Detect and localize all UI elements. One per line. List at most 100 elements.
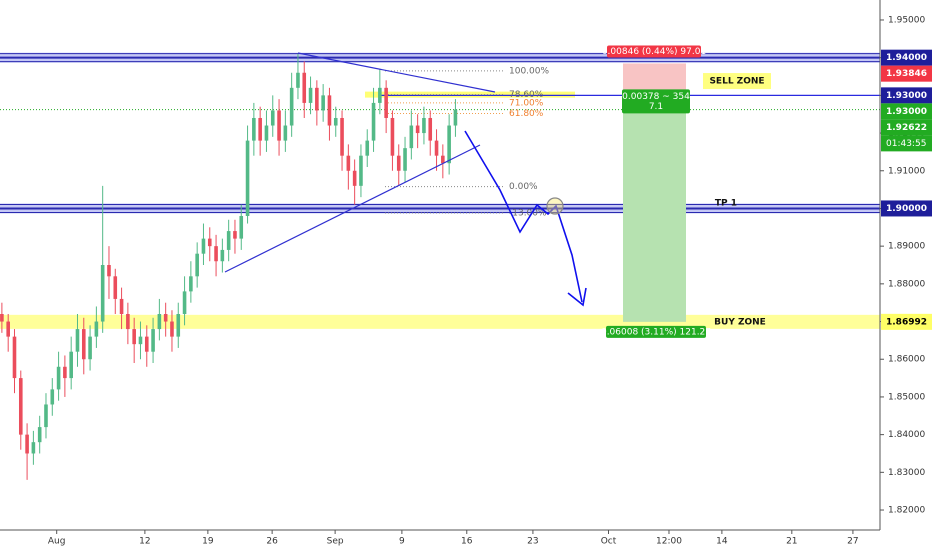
y-tick-label: 1.95000 <box>888 15 925 25</box>
projection-arrow <box>464 130 583 303</box>
y-tick-label: 1.82000 <box>888 506 925 516</box>
candle-body <box>252 117 256 141</box>
candle-body <box>50 389 55 405</box>
y-tick-label: 1.88000 <box>888 279 925 289</box>
x-tick-label: 9 <box>399 537 405 547</box>
price-label-box <box>881 103 932 120</box>
candle-body <box>100 265 105 322</box>
candle-body <box>151 329 155 352</box>
candle-body <box>239 215 244 239</box>
y-tick-label: 1.85000 <box>888 392 925 402</box>
candle-body <box>94 321 99 337</box>
y-tick-label: 1.83000 <box>888 468 925 478</box>
candle-body <box>233 231 237 239</box>
candle-body <box>107 265 111 277</box>
candle-body <box>302 72 307 103</box>
y-tick-label: 1.91000 <box>888 166 925 176</box>
x-tick-label: 26 <box>266 537 278 547</box>
candle-body <box>113 276 118 299</box>
x-tick-label: Aug <box>48 537 66 547</box>
candle-body <box>315 87 319 111</box>
x-tick-label: 14 <box>716 537 728 547</box>
candle-body <box>264 125 269 141</box>
candle-body <box>126 314 130 330</box>
candle-body <box>207 238 212 247</box>
candle-body <box>37 427 42 443</box>
y-tick-label: 1.89000 <box>888 242 925 252</box>
candle-body <box>88 336 92 360</box>
position-label-box <box>622 89 690 114</box>
x-tick-label: Oct <box>601 537 617 547</box>
sell-zone-box <box>703 73 771 90</box>
price-label: 1.93000 <box>886 91 927 101</box>
candle-body <box>119 298 124 315</box>
x-tick-label: 27 <box>847 537 858 547</box>
price-label: 1.94000 <box>886 53 927 63</box>
target-label: 0.06008 (3.11%) 121.27 <box>601 327 711 337</box>
candle-body <box>384 87 388 118</box>
y-tick-label: 1.84000 <box>888 430 925 440</box>
candle-body <box>245 140 250 216</box>
countdown: 01:43:55 <box>886 139 926 149</box>
candle-body <box>163 314 168 322</box>
price-label: 1.92622 <box>886 123 927 133</box>
candle-body <box>403 148 407 171</box>
candle-body <box>195 253 199 277</box>
arrow-head <box>567 287 587 307</box>
target-area <box>623 95 686 322</box>
candle-body <box>44 404 48 428</box>
candle-body <box>144 336 149 352</box>
candles <box>0 53 458 480</box>
fib-label: 78.60% <box>509 90 544 100</box>
candle-body <box>12 336 17 379</box>
candle-body <box>447 125 451 164</box>
price-label-box <box>881 65 932 82</box>
x-tick-label: 16 <box>461 537 473 547</box>
candle-body <box>270 110 275 126</box>
candle-body <box>365 140 370 156</box>
candle-body <box>409 125 414 149</box>
candle-body <box>182 291 187 315</box>
triangle-lower <box>224 144 481 273</box>
price-label-box <box>881 313 932 330</box>
x-tick-label: 21 <box>786 537 797 547</box>
candle-body <box>289 87 294 126</box>
touch-circle <box>546 197 564 215</box>
candle-body <box>434 140 439 156</box>
fib-label: 100.00% <box>509 66 549 76</box>
candle-body <box>138 336 143 345</box>
fib-label: -13.00% <box>509 208 547 218</box>
candle-body <box>6 321 10 337</box>
candle-body <box>308 87 313 103</box>
candle-body <box>201 238 206 254</box>
candle-body <box>333 117 338 126</box>
candle-body <box>176 314 181 337</box>
fib-label: 71.00% <box>509 98 544 108</box>
candle-body <box>390 117 395 156</box>
price-label-box <box>881 49 932 66</box>
entry-label: 0.00378 ~ 354 <box>622 92 690 102</box>
x-tick-label: 23 <box>527 537 538 547</box>
candle-body <box>422 117 426 134</box>
x-tick-label: 19 <box>202 537 214 547</box>
candle-body <box>277 110 281 141</box>
position-label-box <box>606 325 706 338</box>
candle-body <box>0 314 4 322</box>
candle-body <box>378 87 382 103</box>
candle-body <box>340 117 344 156</box>
candle-body <box>81 329 86 360</box>
price-label: 1.86992 <box>886 317 927 327</box>
candle-body <box>258 117 262 141</box>
candle-body <box>283 125 288 141</box>
candle-body <box>214 246 218 262</box>
candle-body <box>157 314 162 330</box>
ratio-label: 7.1 <box>649 102 663 112</box>
tp-label: TP 1 <box>715 198 737 208</box>
price-label-box <box>881 119 932 136</box>
candle-body <box>220 249 225 262</box>
candle-body <box>296 72 300 88</box>
sell-zone-label: SELL ZONE <box>709 77 764 87</box>
y-tick-label: 1.86000 <box>888 355 925 365</box>
